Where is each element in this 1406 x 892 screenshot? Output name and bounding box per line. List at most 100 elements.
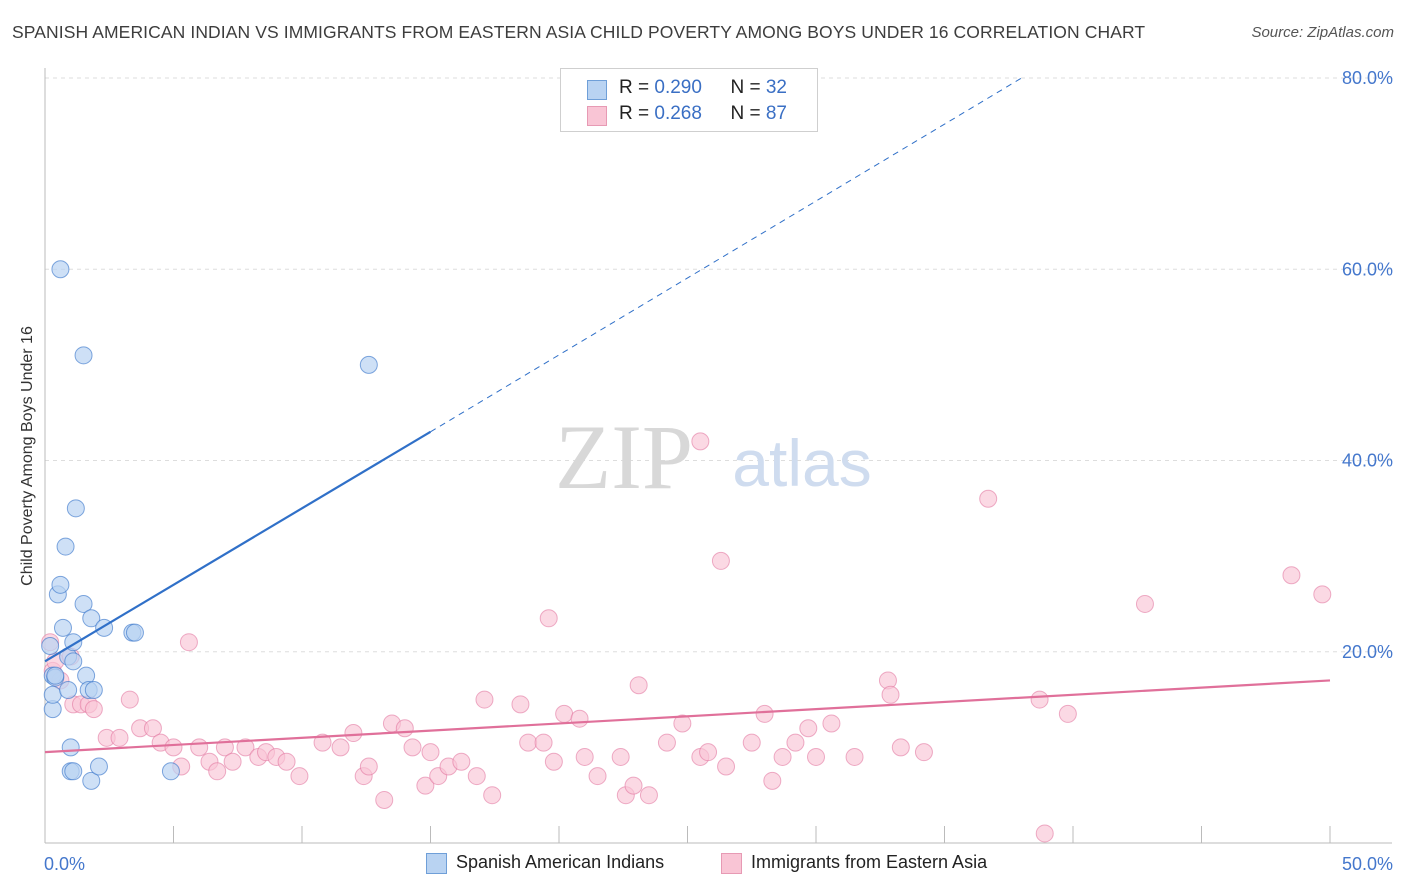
data-point-eastern-asia bbox=[290, 767, 309, 786]
legend-n-label: N = bbox=[730, 103, 766, 124]
data-point-eastern-asia bbox=[344, 724, 363, 743]
data-point-eastern-asia bbox=[742, 733, 761, 752]
data-point-eastern-asia bbox=[691, 432, 710, 451]
data-point-spanish-american-indian bbox=[46, 666, 65, 685]
data-point-eastern-asia bbox=[575, 747, 594, 766]
data-point-spanish-american-indian bbox=[161, 762, 180, 781]
data-point-eastern-asia bbox=[164, 738, 183, 757]
data-point-eastern-asia bbox=[452, 752, 471, 771]
bottom-legend-label-2: Immigrants from Eastern Asia bbox=[751, 852, 988, 872]
data-point-spanish-american-indian bbox=[56, 537, 75, 556]
data-point-eastern-asia bbox=[539, 609, 558, 628]
data-point-eastern-asia bbox=[313, 733, 332, 752]
data-point-eastern-asia bbox=[763, 771, 782, 790]
data-point-spanish-american-indian bbox=[53, 618, 72, 637]
data-point-eastern-asia bbox=[673, 714, 692, 733]
data-point-eastern-asia bbox=[881, 685, 900, 704]
data-point-spanish-american-indian bbox=[74, 346, 93, 365]
data-point-spanish-american-indian bbox=[89, 757, 108, 776]
legend-n-value: 87 bbox=[765, 103, 787, 124]
data-point-eastern-asia bbox=[773, 747, 792, 766]
data-point-eastern-asia bbox=[555, 704, 574, 723]
y-tick-label: 60.0% bbox=[1342, 259, 1393, 279]
data-point-eastern-asia bbox=[1282, 566, 1301, 585]
data-point-eastern-asia bbox=[534, 733, 553, 752]
legend-n-label: N = bbox=[730, 77, 766, 98]
data-point-spanish-american-indian bbox=[59, 681, 78, 699]
data-point-eastern-asia bbox=[611, 747, 630, 766]
data-point-eastern-asia bbox=[395, 719, 414, 738]
data-point-eastern-asia bbox=[807, 747, 825, 766]
data-point-spanish-american-indian bbox=[66, 499, 85, 518]
data-point-eastern-asia bbox=[699, 743, 718, 762]
data-point-eastern-asia bbox=[979, 489, 998, 508]
data-point-eastern-asia bbox=[84, 700, 103, 719]
data-point-eastern-asia bbox=[570, 709, 589, 728]
data-point-spanish-american-indian bbox=[359, 355, 378, 374]
data-point-eastern-asia bbox=[588, 767, 607, 786]
data-point-spanish-american-indian bbox=[64, 652, 83, 671]
data-point-eastern-asia bbox=[624, 776, 643, 795]
data-point-eastern-asia bbox=[467, 767, 486, 786]
legend: R = 0.290 N = 32 R = 0.268 N = 87 bbox=[560, 68, 818, 132]
data-point-eastern-asia bbox=[375, 790, 394, 809]
y-tick-label: 20.0% bbox=[1342, 642, 1393, 662]
bottom-legend-series-2: Immigrants from Eastern Asia bbox=[721, 852, 988, 874]
data-point-eastern-asia bbox=[179, 633, 198, 652]
data-point-spanish-american-indian bbox=[82, 609, 101, 628]
tick-labels: 20.0% 40.0% 60.0% 80.0% 0.0% 50.0% bbox=[44, 68, 1393, 874]
data-point-eastern-asia bbox=[822, 714, 841, 733]
legend-row-1: R = 0.290 N = 32 bbox=[587, 77, 787, 100]
data-point-eastern-asia bbox=[1313, 585, 1332, 604]
data-point-eastern-asia bbox=[483, 786, 502, 805]
data-point-eastern-asia bbox=[799, 719, 818, 738]
trend-line-pink bbox=[44, 679, 1331, 754]
data-point-eastern-asia bbox=[208, 762, 227, 781]
data-point-spanish-american-indian bbox=[51, 260, 70, 279]
data-point-eastern-asia bbox=[223, 752, 242, 771]
data-point-eastern-asia bbox=[711, 551, 730, 570]
data-point-eastern-asia bbox=[421, 743, 440, 762]
data-point-eastern-asia bbox=[1035, 824, 1054, 843]
data-point-eastern-asia bbox=[120, 690, 139, 709]
data-point-spanish-american-indian bbox=[74, 594, 93, 613]
data-point-eastern-asia bbox=[190, 738, 209, 757]
legend-r-label: R = bbox=[619, 77, 655, 98]
y-tick-label: 40.0% bbox=[1342, 451, 1393, 471]
data-point-eastern-asia bbox=[403, 738, 422, 757]
series-spanish-american-indians bbox=[41, 260, 378, 790]
data-point-spanish-american-indian bbox=[41, 637, 60, 656]
y-tick-label: 80.0% bbox=[1342, 68, 1393, 88]
trend-lines bbox=[44, 77, 1331, 754]
legend-row-2: R = 0.268 N = 87 bbox=[587, 103, 787, 126]
data-point-eastern-asia bbox=[236, 738, 255, 757]
legend-r-value: 0.290 bbox=[654, 77, 702, 98]
trend-line-blue bbox=[44, 430, 432, 663]
legend-swatch-pink bbox=[587, 106, 607, 126]
watermark-atlas: atlas bbox=[732, 426, 871, 500]
source-label: Source: ZipAtlas.com bbox=[1251, 24, 1394, 41]
data-point-spanish-american-indian bbox=[125, 623, 144, 642]
data-point-eastern-asia bbox=[1030, 690, 1049, 709]
bottom-legend-label-1: Spanish American Indians bbox=[456, 852, 665, 872]
legend-r-value: 0.268 bbox=[654, 103, 702, 124]
data-point-eastern-asia bbox=[277, 752, 296, 771]
x-tick-label: 0.0% bbox=[44, 854, 85, 874]
data-point-eastern-asia bbox=[629, 676, 648, 695]
data-point-eastern-asia bbox=[639, 786, 658, 805]
data-point-eastern-asia bbox=[657, 733, 676, 752]
data-point-eastern-asia bbox=[519, 733, 538, 752]
data-point-eastern-asia bbox=[914, 743, 933, 762]
watermark: ZIP atlas bbox=[555, 406, 872, 508]
data-point-eastern-asia bbox=[755, 704, 774, 723]
watermark-zip: ZIP bbox=[555, 406, 693, 508]
data-point-spanish-american-indian bbox=[43, 685, 62, 704]
legend-r-label: R = bbox=[619, 103, 655, 124]
data-point-eastern-asia bbox=[891, 738, 910, 757]
data-point-spanish-american-indian bbox=[82, 771, 101, 790]
data-point-eastern-asia bbox=[416, 776, 435, 795]
data-point-eastern-asia bbox=[110, 728, 129, 747]
legend-swatch-blue bbox=[587, 80, 607, 100]
data-point-eastern-asia bbox=[511, 695, 530, 714]
